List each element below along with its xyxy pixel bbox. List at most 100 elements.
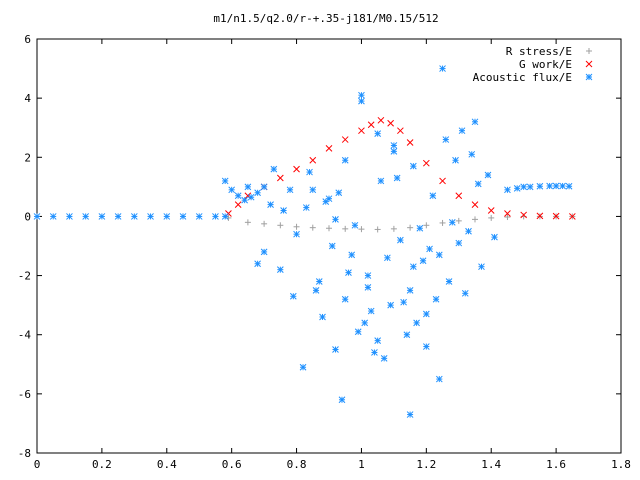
g-work-point [358,127,365,135]
acoustic-flux-point [442,136,450,143]
g-work-point [455,192,463,200]
acoustic-flux-point [332,346,339,353]
acoustic-flux-point [377,177,385,185]
x-tick-label: 0.2 [92,458,112,471]
r-stress-point [277,222,284,229]
acoustic-flux-point [448,218,456,226]
y-tick-label: -8 [18,447,31,460]
acoustic-flux-point [354,328,362,336]
acoustic-flux-point [474,180,482,188]
acoustic-flux-point [504,186,511,194]
legend-marker [586,48,592,54]
acoustic-flux-point [234,192,242,200]
r-stress-point [407,224,414,231]
acoustic-flux-point [380,355,388,362]
acoustic-flux-point [254,189,261,197]
acoustic-flux-point [130,213,138,220]
g-work-point [309,156,317,164]
acoustic-flux-point [247,193,255,201]
g-work-point [293,165,300,173]
y-tick-label: -2 [18,270,31,283]
acoustic-flux-point [364,272,372,279]
x-tick-label: 1 [358,458,365,471]
y-tick-label: 6 [24,33,31,46]
legend-label: R stress/E [506,45,572,58]
acoustic-flux-point [416,224,424,232]
acoustic-flux-point [526,183,534,191]
r-stress-point [342,225,349,232]
acoustic-flux-point [371,349,378,356]
acoustic-flux-point [390,142,398,149]
acoustic-flux-point [367,307,375,315]
g-work-point [520,211,528,219]
acoustic-flux-point [435,251,443,259]
acoustic-flux-point [358,97,365,105]
x-tick-label: 0.6 [222,458,242,471]
g-work-point [341,136,349,143]
acoustic-flux-point [244,183,252,191]
acoustic-flux-point [66,213,73,220]
g-work-point [406,139,414,146]
x-tick-label: 0.4 [157,458,177,471]
acoustic-flux-point [546,182,553,190]
legend-marker [585,73,593,81]
acoustic-flux-point [452,156,459,164]
acoustic-flux-point [286,186,294,194]
acoustic-flux-point [429,192,437,200]
g-work-point [536,212,544,220]
acoustic-flux-point [260,248,268,256]
acoustic-flux-point [400,298,407,306]
acoustic-flux-point [338,396,346,404]
acoustic-flux-point [299,363,307,371]
r-stress-point [293,223,300,230]
g-work-point [234,201,242,208]
acoustic-flux-point [212,213,219,220]
y-tick-label: -4 [18,329,32,342]
acoustic-flux-point [374,130,382,137]
r-stress-point [488,214,495,221]
acoustic-flux-point [445,278,453,285]
g-work-point [325,145,333,152]
acoustic-flux-point [361,319,369,327]
acoustic-flux-point [374,337,382,344]
g-work-point [397,127,404,135]
y-tick-label: 4 [24,92,31,105]
acoustic-flux-point [520,183,528,191]
acoustic-flux-point [390,148,398,155]
acoustic-flux-point [315,278,323,285]
acoustic-flux-point [306,168,313,176]
acoustic-flux-point [276,266,284,274]
acoustic-flux-point [260,183,268,191]
r-stress-point [439,219,446,226]
r-stress-point [358,226,365,233]
acoustic-flux-point [565,182,573,190]
acoustic-flux-point [432,295,440,303]
acoustic-flux-point [319,313,326,321]
acoustic-flux-point [513,184,521,192]
acoustic-flux-point [426,245,433,253]
acoustic-flux-point [461,289,469,297]
y-tick-label: 0 [24,210,31,223]
x-tick-label: 0 [34,458,41,471]
acoustic-flux-point [328,242,336,250]
x-tick-label: 0.8 [287,458,307,471]
acoustic-flux-point [455,239,463,247]
x-tick-label: 1.4 [481,458,501,471]
g-work-point [422,159,430,167]
acoustic-flux-point [403,331,411,339]
g-work-point [568,213,576,220]
plot-frame [36,38,622,454]
y-tick-label: -6 [18,388,31,401]
g-work-point [504,210,511,217]
acoustic-flux-point [471,118,479,126]
acoustic-flux-point [267,201,274,208]
acoustic-flux-point [280,207,287,214]
r-stress-point [309,224,316,231]
g-work-point [377,116,385,124]
r-stress-point [261,220,268,227]
acoustic-flux-point [293,230,300,238]
acoustic-flux-point [439,65,446,72]
y-tick-label: 2 [24,151,31,164]
acoustic-flux-point [406,411,414,418]
